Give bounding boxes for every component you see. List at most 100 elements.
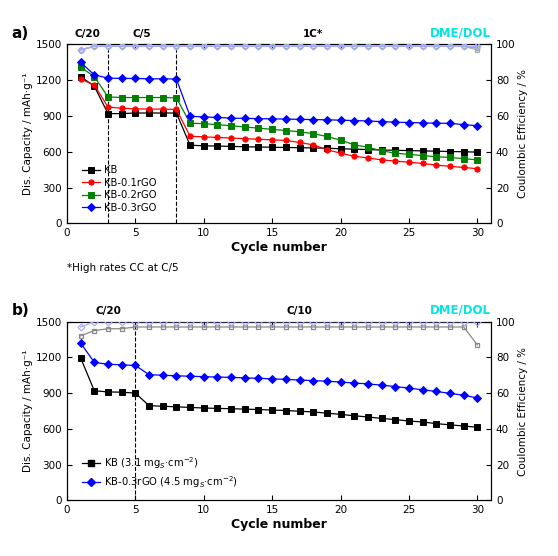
KB-0.1rGO [118,105,125,112]
KB-0.3rGO [446,120,453,127]
KB-0.3rGO [474,122,480,129]
KB-0.1rGO [296,139,303,146]
KB [474,149,480,156]
KB-0.2rGO [460,155,467,162]
Y-axis label: Coulombic Efficiency / %: Coulombic Efficiency / % [518,346,528,475]
KB-0.2rGO [160,94,166,101]
KB-0.2rGO [419,152,426,159]
KB-0.2rGO [255,125,262,131]
X-axis label: Cycle number: Cycle number [231,241,327,254]
KB [269,144,276,151]
KB-0.3rGO [364,118,371,125]
KB-0.1rGO [351,153,358,160]
KB [214,143,221,150]
KB-0.1rGO [187,133,194,140]
KB-0.2rGO [132,94,139,101]
KB-0.2rGO [173,95,180,101]
KB-0.3rGO [228,115,234,121]
KB-0.1rGO [419,160,426,167]
KB (3.1 mg$_S$·cm$^{-2}$) [146,403,152,409]
KB (3.1 mg$_S$·cm$^{-2}$) [255,406,262,413]
KB-0.1rGO [91,82,98,88]
Legend: KB (3.1 mg$_S$·cm$^{-2}$), KB-0.3rGO (4.5 mg$_S$·cm$^{-2}$): KB (3.1 mg$_S$·cm$^{-2}$), KB-0.3rGO (4.… [80,453,240,492]
KB-0.1rGO [228,135,234,141]
KB (3.1 mg$_S$·cm$^{-2}$) [242,406,248,413]
KB-0.1rGO [78,76,84,82]
KB-0.3rGO (4.5 mg$_S$·cm$^{-2}$) [132,362,139,369]
KB-0.1rGO [105,104,112,111]
KB-0.3rGO (4.5 mg$_S$·cm$^{-2}$) [255,375,262,381]
KB [433,148,440,155]
KB-0.3rGO [132,75,139,82]
KB-0.3rGO [255,115,262,122]
KB-0.3rGO [282,116,289,122]
KB-0.3rGO [146,76,152,82]
KB-0.3rGO [433,120,440,126]
Legend: KB, KB-0.1rGO, KB-0.2rGO, KB-0.3rGO: KB, KB-0.1rGO, KB-0.2rGO, KB-0.3rGO [80,163,159,215]
KB-0.3rGO (4.5 mg$_S$·cm$^{-2}$) [187,373,194,380]
KB-0.2rGO [187,120,194,126]
KB [91,83,98,90]
KB-0.3rGO (4.5 mg$_S$·cm$^{-2}$) [200,373,207,380]
KB-0.1rGO [132,106,139,112]
KB-0.3rGO [160,76,166,82]
KB-0.3rGO [187,113,194,120]
KB-0.3rGO [419,120,426,126]
KB [310,145,316,151]
KB-0.2rGO [433,153,440,160]
KB-0.1rGO [146,106,152,112]
Line: KB-0.3rGO: KB-0.3rGO [78,59,480,128]
KB (3.1 mg$_S$·cm$^{-2}$) [200,405,207,411]
Text: DME/DOL: DME/DOL [430,303,491,316]
KB (3.1 mg$_S$·cm$^{-2}$) [433,420,440,427]
Line: KB-0.1rGO: KB-0.1rGO [78,76,480,171]
KB-0.2rGO [324,133,330,140]
KB (3.1 mg$_S$·cm$^{-2}$) [214,405,221,411]
KB-0.1rGO [200,133,207,140]
KB-0.2rGO [282,127,289,134]
KB-0.3rGO [269,116,276,122]
KB [255,143,262,150]
Line: KB: KB [78,74,480,155]
KB-0.1rGO [242,135,248,142]
KB-0.3rGO (4.5 mg$_S$·cm$^{-2}$) [460,392,467,399]
KB-0.3rGO (4.5 mg$_S$·cm$^{-2}$) [296,376,303,383]
KB-0.2rGO [200,121,207,127]
KB-0.2rGO [296,128,303,135]
Line: KB-0.3rGO (4.5 mg$_S$·cm$^{-2}$): KB-0.3rGO (4.5 mg$_S$·cm$^{-2}$) [78,340,480,400]
KB (3.1 mg$_S$·cm$^{-2}$) [419,419,426,425]
KB (3.1 mg$_S$·cm$^{-2}$) [392,416,398,423]
KB-0.3rGO (4.5 mg$_S$·cm$^{-2}$) [228,374,234,381]
KB [364,146,371,153]
KB [173,110,180,116]
KB [242,143,248,150]
KB-0.3rGO (4.5 mg$_S$·cm$^{-2}$) [364,381,371,388]
KB-0.3rGO (4.5 mg$_S$·cm$^{-2}$) [474,395,480,401]
X-axis label: Cycle number: Cycle number [231,518,327,531]
KB (3.1 mg$_S$·cm$^{-2}$) [378,415,385,422]
KB [460,148,467,155]
KB-0.1rGO [269,137,276,143]
KB [132,110,139,116]
KB [118,110,125,117]
KB-0.3rGO (4.5 mg$_S$·cm$^{-2}$) [324,378,330,385]
KB-0.3rGO [337,117,344,123]
Text: DME/DOL: DME/DOL [430,26,491,39]
KB [406,147,412,154]
KB (3.1 mg$_S$·cm$^{-2}$) [474,424,480,430]
Y-axis label: Coulombic Efficiency / %: Coulombic Efficiency / % [518,70,528,198]
KB-0.3rGO (4.5 mg$_S$·cm$^{-2}$) [446,390,453,396]
KB-0.1rGO [406,159,412,166]
KB (3.1 mg$_S$·cm$^{-2}$) [282,407,289,414]
KB-0.3rGO (4.5 mg$_S$·cm$^{-2}$) [242,375,248,381]
KB (3.1 mg$_S$·cm$^{-2}$) [105,389,112,395]
Text: C/20: C/20 [75,29,100,39]
KB-0.3rGO (4.5 mg$_S$·cm$^{-2}$) [310,378,316,384]
KB-0.2rGO [91,73,98,80]
KB-0.1rGO [364,155,371,161]
KB-0.3rGO [242,115,248,122]
KB-0.3rGO [118,75,125,82]
KB-0.2rGO [105,93,112,100]
KB-0.2rGO [310,130,316,137]
KB (3.1 mg$_S$·cm$^{-2}$) [310,409,316,415]
